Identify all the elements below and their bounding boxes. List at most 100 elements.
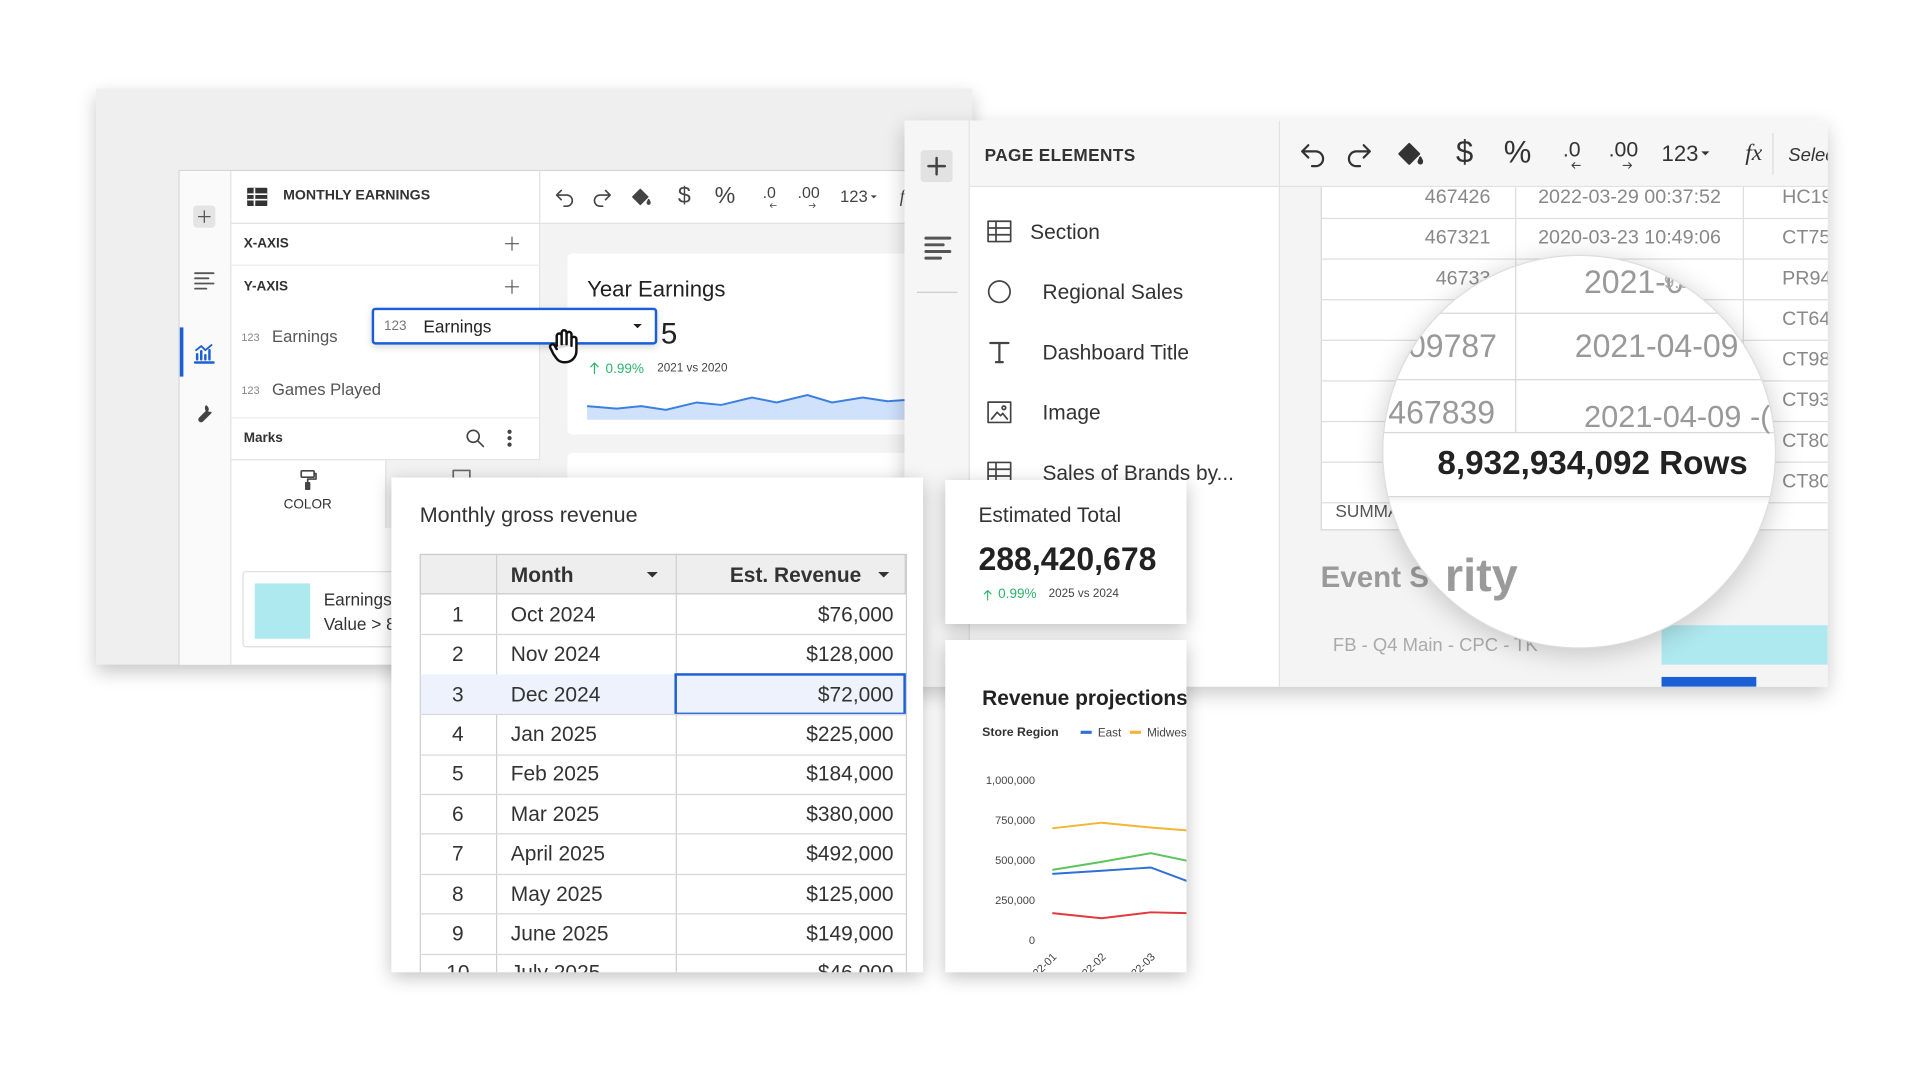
y-tick-label: 0 — [1029, 935, 1035, 947]
icon-shape — [1347, 144, 1371, 168]
increase-decimals-button[interactable]: .00 — [1608, 136, 1639, 161]
y-tick-label: 1,000,000 — [986, 775, 1035, 787]
table-header — [419, 553, 906, 595]
page-element[interactable]: Section — [1030, 219, 1100, 244]
currency-button[interactable]: $ — [677, 182, 691, 209]
row-rule — [419, 953, 906, 955]
card-value: 5 — [660, 317, 678, 351]
icon-shape — [987, 220, 1012, 243]
redo-button[interactable] — [591, 186, 613, 208]
col-rule — [675, 553, 677, 973]
icon-shape — [590, 362, 599, 375]
up-arrow — [983, 589, 992, 601]
col-rule — [905, 553, 908, 973]
row-number: 2 — [452, 642, 464, 666]
percent-button[interactable]: % — [1503, 135, 1532, 171]
column-header: Month — [510, 563, 574, 587]
decrease-decimals-button[interactable]: .0 — [1562, 136, 1581, 161]
col-rule — [495, 553, 498, 973]
color-tab-icon[interactable] — [297, 469, 319, 491]
cell-code: CT75 — [1782, 227, 1828, 249]
page-element[interactable]: Image — [1042, 400, 1101, 424]
month-cell: Feb 2025 — [510, 762, 600, 786]
revenue-cell: $46,000 — [818, 963, 894, 972]
formula-button[interactable]: f — [899, 186, 905, 207]
row-number: 3 — [452, 682, 464, 706]
formula-button[interactable]: fx — [1745, 140, 1763, 167]
rail-rule — [916, 291, 958, 293]
chart-tab[interactable] — [192, 341, 217, 366]
up-arrow — [590, 362, 599, 375]
search-button[interactable] — [464, 427, 486, 449]
more-button[interactable] — [498, 427, 520, 449]
mag-col-rule — [1515, 255, 1517, 432]
add-x-axis[interactable] — [502, 234, 522, 254]
number-format-button[interactable]: 123 — [1661, 141, 1699, 167]
mag-top-time: 9:30 — [1663, 271, 1700, 293]
shape — [507, 442, 512, 447]
row-number: 1 — [452, 602, 464, 627]
arrow-left-icon — [1571, 161, 1582, 169]
shape — [1001, 405, 1007, 411]
cell-code: CT98 — [1782, 349, 1828, 371]
field-name: Games Played — [271, 380, 381, 400]
redo-button[interactable] — [1344, 139, 1374, 169]
revenue-cell: $184,000 — [806, 762, 894, 786]
number-format-button[interactable]: 123 — [839, 187, 868, 206]
undo-button[interactable] — [1298, 139, 1328, 169]
fill-button[interactable] — [1396, 139, 1426, 169]
x-axis-label: X-AXIS — [243, 235, 289, 251]
shape — [507, 429, 512, 434]
icon-shape — [927, 156, 947, 176]
icon-shape — [987, 461, 1012, 484]
cell-id: 467321 — [1424, 227, 1491, 249]
pill-type: 123 — [383, 318, 407, 333]
legend-title: Store Region — [982, 725, 1059, 739]
campaign-label: FB - Q4 Main - CPC - TK — [1332, 634, 1538, 656]
revenue-cell: $125,000 — [806, 881, 894, 906]
cell-code: CT80 — [1782, 471, 1828, 493]
revenue-cell: $72,000 — [817, 682, 894, 706]
increase-decimals-button[interactable]: .00 — [797, 183, 820, 202]
revenue-cell: $128,000 — [806, 642, 894, 666]
page-element[interactable]: Dashboard Title — [1042, 340, 1190, 364]
currency-button[interactable]: $ — [1455, 135, 1474, 171]
page-element[interactable]: Sales of Brands by... — [1042, 460, 1234, 485]
card-title: Estimated Total — [978, 502, 1122, 527]
outline-icon[interactable] — [922, 230, 954, 262]
element-icon — [987, 401, 1012, 424]
icon-shape — [1417, 156, 1424, 165]
fill-button[interactable] — [630, 186, 652, 208]
row-number: 4 — [452, 722, 464, 746]
elements-header — [969, 120, 1280, 188]
shape — [507, 436, 512, 441]
decrease-decimals-button[interactable]: .0 — [762, 183, 776, 202]
selected-cell — [674, 672, 906, 715]
mag-count-band — [1383, 431, 1775, 498]
add-icon — [197, 210, 211, 224]
row-rule — [419, 913, 906, 915]
icon-shape — [195, 344, 213, 352]
page-element[interactable]: Regional Sales — [1042, 279, 1184, 304]
select-control[interactable]: Selec — [1788, 144, 1827, 166]
icon-shape — [646, 571, 658, 578]
cell-code: HC19 — [1782, 187, 1828, 208]
shape — [466, 429, 481, 444]
icon-shape — [504, 279, 520, 294]
undo-button[interactable] — [554, 186, 576, 208]
format-tab[interactable] — [193, 402, 215, 424]
toolbar-bg — [1279, 120, 1828, 188]
shape — [987, 401, 1012, 424]
percent-button[interactable]: % — [714, 182, 736, 209]
row-number: 8 — [452, 881, 464, 906]
card-change: 0.99% — [998, 586, 1037, 602]
add-y-axis[interactable] — [502, 277, 522, 297]
x-tick-label: 2022-03 — [1121, 951, 1158, 972]
drag-pill[interactable]: 123 Earnings — [371, 307, 658, 345]
cell-code: CT93 — [1782, 390, 1828, 412]
mag-top-date: 2021-0 — [1583, 263, 1684, 301]
card-compare: 2021 vs 2020 — [657, 362, 728, 376]
element-icon — [987, 280, 1011, 304]
